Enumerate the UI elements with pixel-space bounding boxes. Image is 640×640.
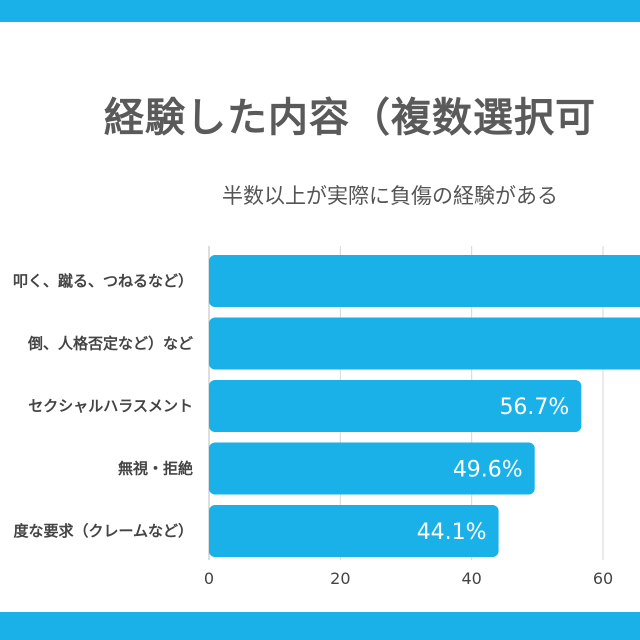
bar bbox=[209, 255, 640, 307]
category-label: 叩く、蹴る、つねるなど） bbox=[13, 272, 193, 290]
category-label: セクシャルハラスメント bbox=[28, 397, 193, 415]
category-label: 倒、人格否定など）など bbox=[27, 335, 193, 353]
category-label: 度な要求（クレームなど） bbox=[13, 522, 193, 540]
data-label: 56.7% bbox=[499, 395, 569, 420]
chart-subtitle: 半数以上が実際に負傷の経験がある bbox=[222, 184, 558, 208]
bar bbox=[209, 317, 640, 370]
chart-title: 経験した内容（複数選択可 bbox=[104, 95, 596, 141]
bottom-frame-bar bbox=[0, 612, 640, 640]
bar bbox=[209, 442, 535, 495]
bar bbox=[209, 380, 582, 432]
x-tick-label: 0 bbox=[204, 569, 214, 588]
x-tick-label: 40 bbox=[461, 569, 481, 588]
top-frame-bar bbox=[0, 0, 640, 22]
x-tick-label: 60 bbox=[593, 569, 613, 588]
x-tick-label: 20 bbox=[330, 569, 350, 588]
data-label: 49.6% bbox=[453, 458, 523, 483]
data-label: 44.1% bbox=[417, 520, 487, 545]
bar bbox=[209, 505, 499, 557]
category-label: 無視・拒絶 bbox=[118, 460, 193, 478]
